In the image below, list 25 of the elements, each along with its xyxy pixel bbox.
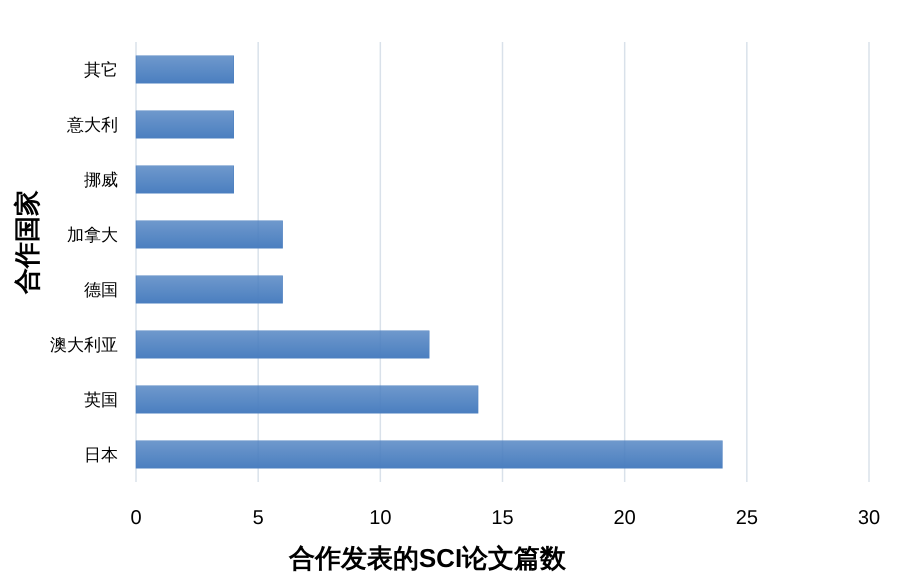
y-tick-label: 挪威 bbox=[84, 170, 118, 190]
bar bbox=[136, 386, 478, 414]
x-tick-label: 5 bbox=[252, 507, 264, 529]
y-tick-label: 加拿大 bbox=[67, 226, 118, 244]
x-tick-label: 0 bbox=[130, 507, 142, 529]
bar bbox=[136, 330, 430, 358]
bar bbox=[136, 56, 234, 84]
y-axis-title: 合作国家 bbox=[12, 190, 42, 295]
bar bbox=[136, 110, 234, 138]
bar bbox=[136, 440, 723, 468]
y-tick-label: 日本 bbox=[84, 446, 118, 464]
x-axis-title: 合作发表的SCI论文篇数 bbox=[288, 543, 568, 573]
bar bbox=[136, 220, 283, 248]
y-tick-label: 德国 bbox=[84, 280, 118, 300]
x-tick-label: 15 bbox=[491, 507, 514, 529]
bar bbox=[136, 276, 283, 304]
x-tick-label: 10 bbox=[369, 507, 392, 529]
y-tick-label: 澳大利亚 bbox=[50, 336, 118, 354]
x-tick-label: 20 bbox=[614, 507, 636, 529]
bar bbox=[136, 166, 234, 194]
y-tick-label: 其它 bbox=[84, 60, 118, 80]
y-tick-label: 英国 bbox=[84, 390, 118, 410]
y-tick-label: 意大利 bbox=[66, 116, 118, 134]
x-tick-label: 25 bbox=[736, 507, 758, 529]
x-tick-label: 30 bbox=[858, 507, 880, 529]
